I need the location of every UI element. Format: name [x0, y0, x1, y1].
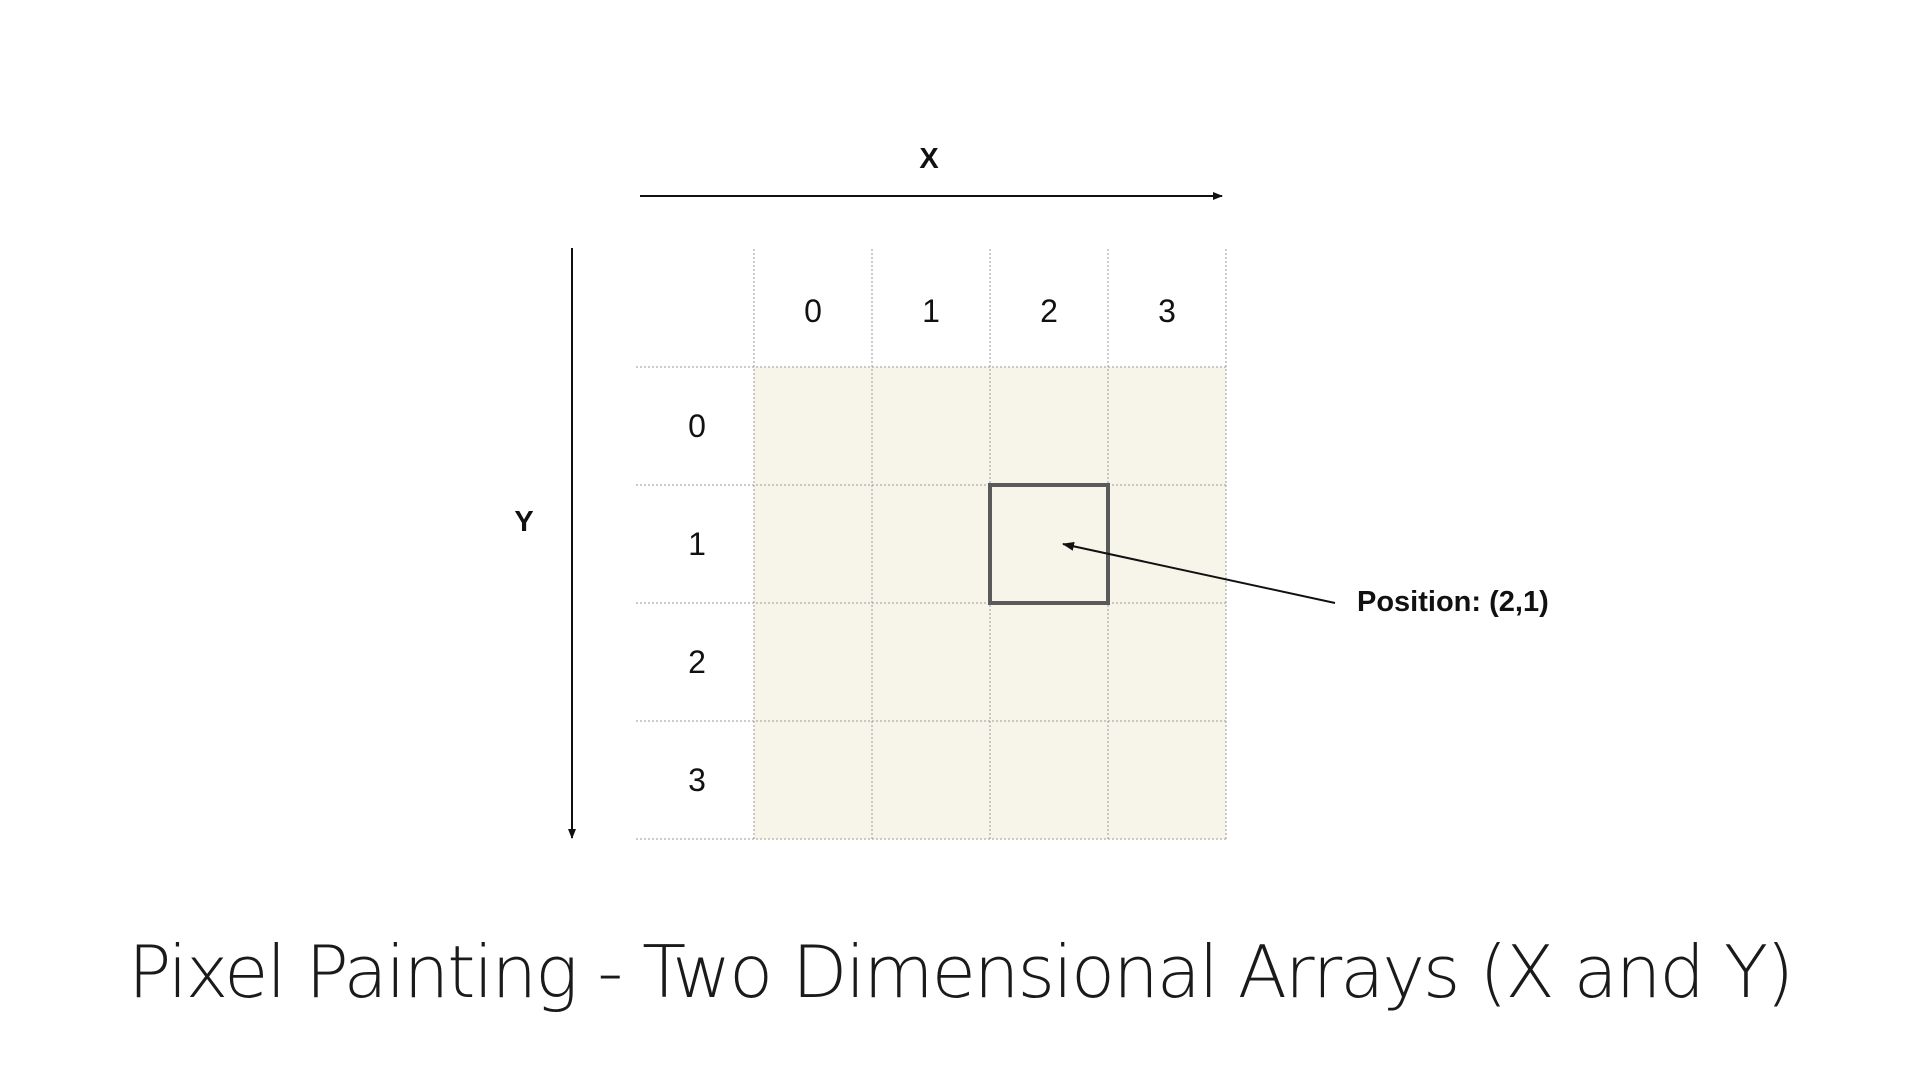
- x-axis-label: X: [919, 143, 939, 175]
- y-axis-label: Y: [514, 506, 533, 538]
- callout-arrow: [1062, 541, 1336, 604]
- column-header-0: 0: [804, 293, 822, 329]
- slide-title: Pixel Painting - Two Dimensional Arrays …: [127, 930, 1794, 1014]
- column-header-2: 2: [1040, 293, 1058, 329]
- column-header-3: 3: [1158, 293, 1176, 329]
- column-headers: 0 1 2 3: [804, 293, 1176, 329]
- row-header-2: 2: [688, 644, 706, 680]
- row-header-0: 0: [688, 408, 706, 444]
- row-header-3: 3: [688, 762, 706, 798]
- row-header-1: 1: [688, 526, 706, 562]
- highlighted-cell: [988, 483, 1110, 605]
- position-callout-label: Position: (2,1): [1357, 586, 1549, 618]
- row-headers: 0 1 2 3: [688, 408, 706, 798]
- column-header-1: 1: [922, 293, 940, 329]
